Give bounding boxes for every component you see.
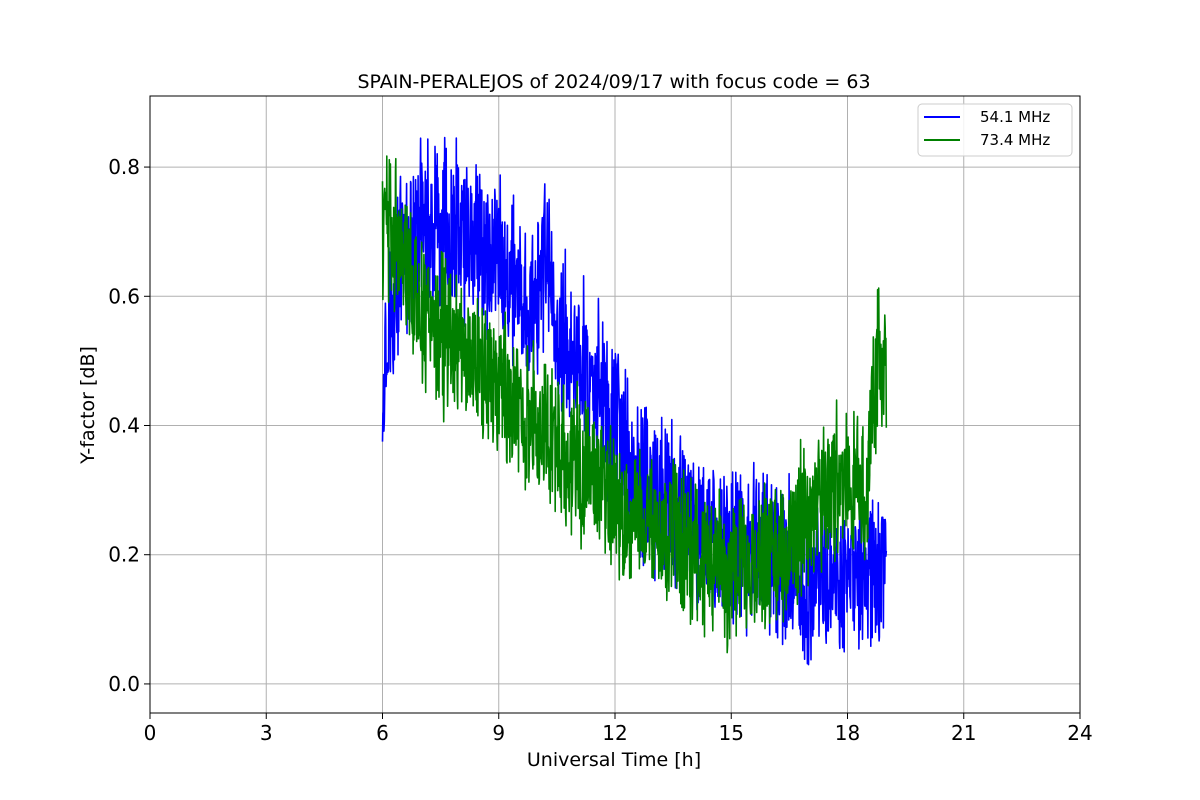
chart-title: SPAIN-PERALEJOS of 2024/09/17 with focus…: [357, 71, 870, 93]
y-tick-label: 0.8: [108, 155, 140, 179]
legend-label-54mhz: 54.1 MHz: [980, 108, 1050, 126]
x-tick-label: 15: [719, 721, 744, 745]
y-axis-ticks: 0.0 0.2 0.4 0.6 0.8: [108, 155, 150, 696]
legend-label-73mhz: 73.4 MHz: [980, 131, 1050, 149]
y-tick-label: 0.2: [108, 543, 140, 567]
x-tick-label: 24: [1067, 721, 1092, 745]
x-tick-label: 12: [602, 721, 627, 745]
x-tick-label: 3: [260, 721, 273, 745]
y-tick-label: 0.6: [108, 284, 140, 308]
y-axis-label: Y-factor [dB]: [77, 346, 99, 465]
legend: 54.1 MHz 73.4 MHz: [917, 103, 1073, 157]
x-tick-label: 0: [144, 721, 157, 745]
x-axis-ticks: 0 3 6 9 12 15 18 21 24: [144, 713, 1093, 745]
x-tick-label: 9: [492, 721, 505, 745]
y-tick-label: 0.0: [108, 672, 140, 696]
x-tick-label: 6: [376, 721, 389, 745]
x-axis-label: Universal Time [h]: [527, 749, 701, 771]
plot-series: [381, 136, 888, 666]
y-tick-label: 0.4: [108, 413, 140, 437]
x-tick-label: 18: [835, 721, 860, 745]
series-line-73mhz: [381, 155, 888, 654]
x-tick-label: 21: [951, 721, 976, 745]
